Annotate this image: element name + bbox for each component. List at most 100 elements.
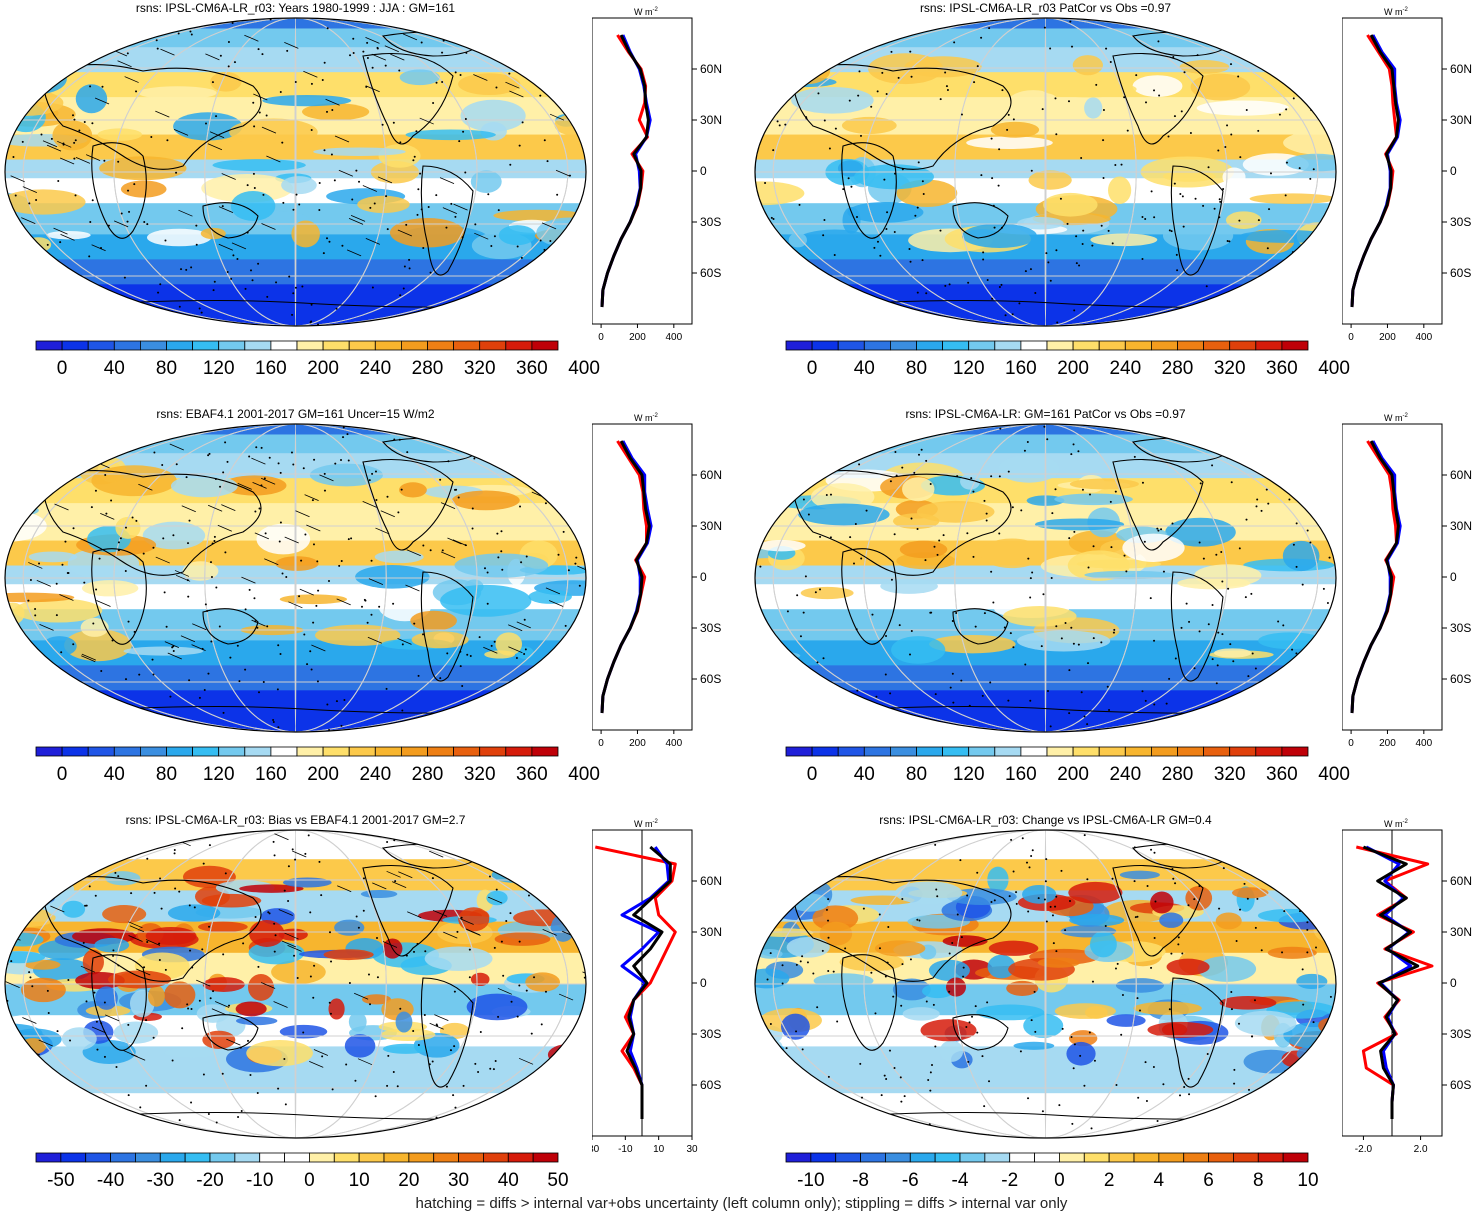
coastline <box>841 954 897 1051</box>
stipple-dot <box>1181 195 1184 198</box>
stipple-dot <box>523 653 526 656</box>
stipple-dot <box>67 324 70 326</box>
colorbar-swatch <box>1229 746 1257 757</box>
stipple-dot <box>1306 928 1309 931</box>
stipple-dot <box>972 490 975 493</box>
stipple-dot <box>345 1063 348 1066</box>
colorbar-tick-label: 160 <box>255 764 287 785</box>
stipple-dot <box>175 463 178 466</box>
stipple-dot <box>262 193 265 196</box>
stipple-dot <box>934 1045 937 1048</box>
field-blob <box>210 71 242 92</box>
stipple-dot <box>460 916 463 919</box>
stipple-dot <box>874 1012 877 1015</box>
hatch-mark <box>260 477 276 485</box>
stipple-dot <box>371 66 374 69</box>
stipple-dot <box>1087 566 1090 569</box>
stipple-dot <box>1049 279 1052 282</box>
stipple-dot <box>1064 621 1067 624</box>
stipple-dot <box>248 588 251 591</box>
hatch-mark <box>576 1037 586 1045</box>
hatch-mark <box>584 896 586 904</box>
stipple-dot <box>213 540 216 543</box>
stipple-dot <box>1153 937 1156 940</box>
colorbar-swatch <box>916 340 944 351</box>
stipple-dot <box>454 1106 457 1109</box>
stipple-dot <box>123 276 126 279</box>
stipple-dot <box>998 285 1001 288</box>
stipple-dot <box>1137 1096 1140 1099</box>
stipple-dot <box>84 904 87 907</box>
stipple-dot <box>376 47 379 50</box>
stipple-dot <box>1202 557 1205 560</box>
colorbar-swatch <box>1072 746 1100 757</box>
colorbar-tick-label: 360 <box>1266 358 1298 379</box>
field-blob <box>1219 995 1277 1010</box>
profile-unit-label: W m-2 <box>634 819 658 829</box>
stipple-dot <box>112 949 115 952</box>
lat-tick-label: 60N <box>700 62 722 76</box>
field-blob <box>361 994 392 1005</box>
stipple-dot <box>898 624 901 627</box>
stipple-dot <box>277 462 280 465</box>
stipple-dot <box>246 231 249 234</box>
stipple-dot <box>41 289 44 292</box>
stipple-dot <box>1224 848 1227 851</box>
stipple-dot <box>772 149 775 152</box>
stipple-dot <box>348 981 351 984</box>
stipple-dot <box>422 1133 425 1136</box>
stipple-dot <box>92 622 95 625</box>
stipple-dot <box>1045 858 1048 861</box>
stipple-dot <box>1206 1052 1209 1055</box>
stipple-dot <box>385 195 388 198</box>
hatch-mark <box>406 549 421 557</box>
stipple-dot <box>890 578 893 581</box>
stipple-dot <box>30 665 33 668</box>
colorbar-swatch <box>374 340 402 351</box>
stipple-dot <box>1073 1043 1076 1046</box>
field-blob <box>246 1040 313 1067</box>
stipple-dot <box>362 909 365 912</box>
x-tick-label: 0 <box>598 738 604 749</box>
stipple-dot <box>581 1043 584 1046</box>
stipple-dot <box>441 549 444 552</box>
stipple-dot <box>443 323 446 326</box>
coastline <box>1170 977 1224 1088</box>
stipple-dot <box>1068 899 1071 902</box>
stipple-dot <box>461 684 464 687</box>
stipple-dot <box>515 657 518 660</box>
stipple-dot <box>139 1106 142 1109</box>
stipple-dot <box>1333 900 1336 903</box>
stipple-dot <box>1153 851 1156 854</box>
stipple-dot <box>948 283 951 286</box>
stipple-dot <box>1082 229 1085 232</box>
colorbar-swatch <box>218 746 246 757</box>
stipple-dot <box>84 323 87 326</box>
stipple-dot <box>260 446 263 449</box>
stipple-dot <box>266 295 269 298</box>
hatch-mark <box>390 53 405 61</box>
stipple-dot <box>500 550 503 553</box>
stipple-dot <box>262 680 265 683</box>
colorbar-tick-label: 0 <box>806 358 818 379</box>
stipple-dot <box>1237 1022 1240 1025</box>
field-blob <box>966 136 1053 149</box>
colorbar-tick-label: -8 <box>852 1170 870 1191</box>
stipple-dot <box>575 556 578 559</box>
stipple-dot <box>520 561 523 564</box>
stipple-dot <box>12 156 15 159</box>
stipple-dot <box>869 707 872 710</box>
stipple-dot <box>1007 470 1010 473</box>
stipple-dot <box>759 894 762 897</box>
stipple-dot <box>212 990 215 993</box>
stipple-dot <box>46 989 49 992</box>
stipple-dot <box>1278 113 1281 116</box>
coastline <box>792 470 1012 576</box>
stipple-dot <box>474 223 477 226</box>
stipple-dot <box>1185 602 1188 605</box>
field-blob <box>167 904 221 922</box>
stipple-dot <box>439 677 442 680</box>
stipple-dot <box>934 693 937 696</box>
stipple-dot <box>960 113 963 116</box>
field-blob <box>874 940 926 957</box>
